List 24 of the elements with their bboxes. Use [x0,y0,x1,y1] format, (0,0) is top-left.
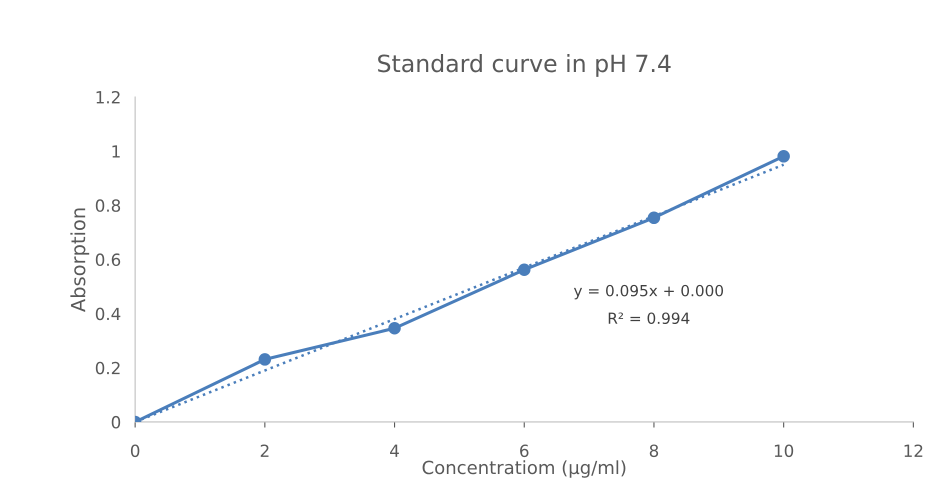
y-tick-label: 0.8 [96,199,120,212]
x-tick-label: 10 [774,444,794,458]
x-tick-label: 2 [260,444,268,457]
x-tick-label: 12 [904,444,922,457]
y-axis-title: Absorption [70,208,90,312]
y-tick-label: 0.2 [96,362,120,374]
point [777,150,790,163]
x-tick-label: 8 [650,444,658,458]
annotation: R² = 0.994 [608,312,690,324]
annotation: y = 0.095x + 0.000 [574,284,724,300]
point [518,264,530,276]
point [648,212,660,224]
x-tick-label: 0 [130,444,140,458]
point [388,322,401,335]
y-tick-label: 0.6 [96,253,120,266]
x-tick-label: 4 [390,444,399,457]
x-axis-title: Concentratiom (µg/ml) [422,460,626,478]
y-tick-label: 0 [112,416,120,429]
x-tick-label: 6 [520,444,529,458]
y-tick-label: 1 [112,145,120,158]
y-tick-label: 0.4 [96,308,120,320]
point [258,353,272,366]
y-tick-label: 1.2 [96,90,120,104]
chart-title: Standard curve in pH 7.4 [378,54,671,77]
